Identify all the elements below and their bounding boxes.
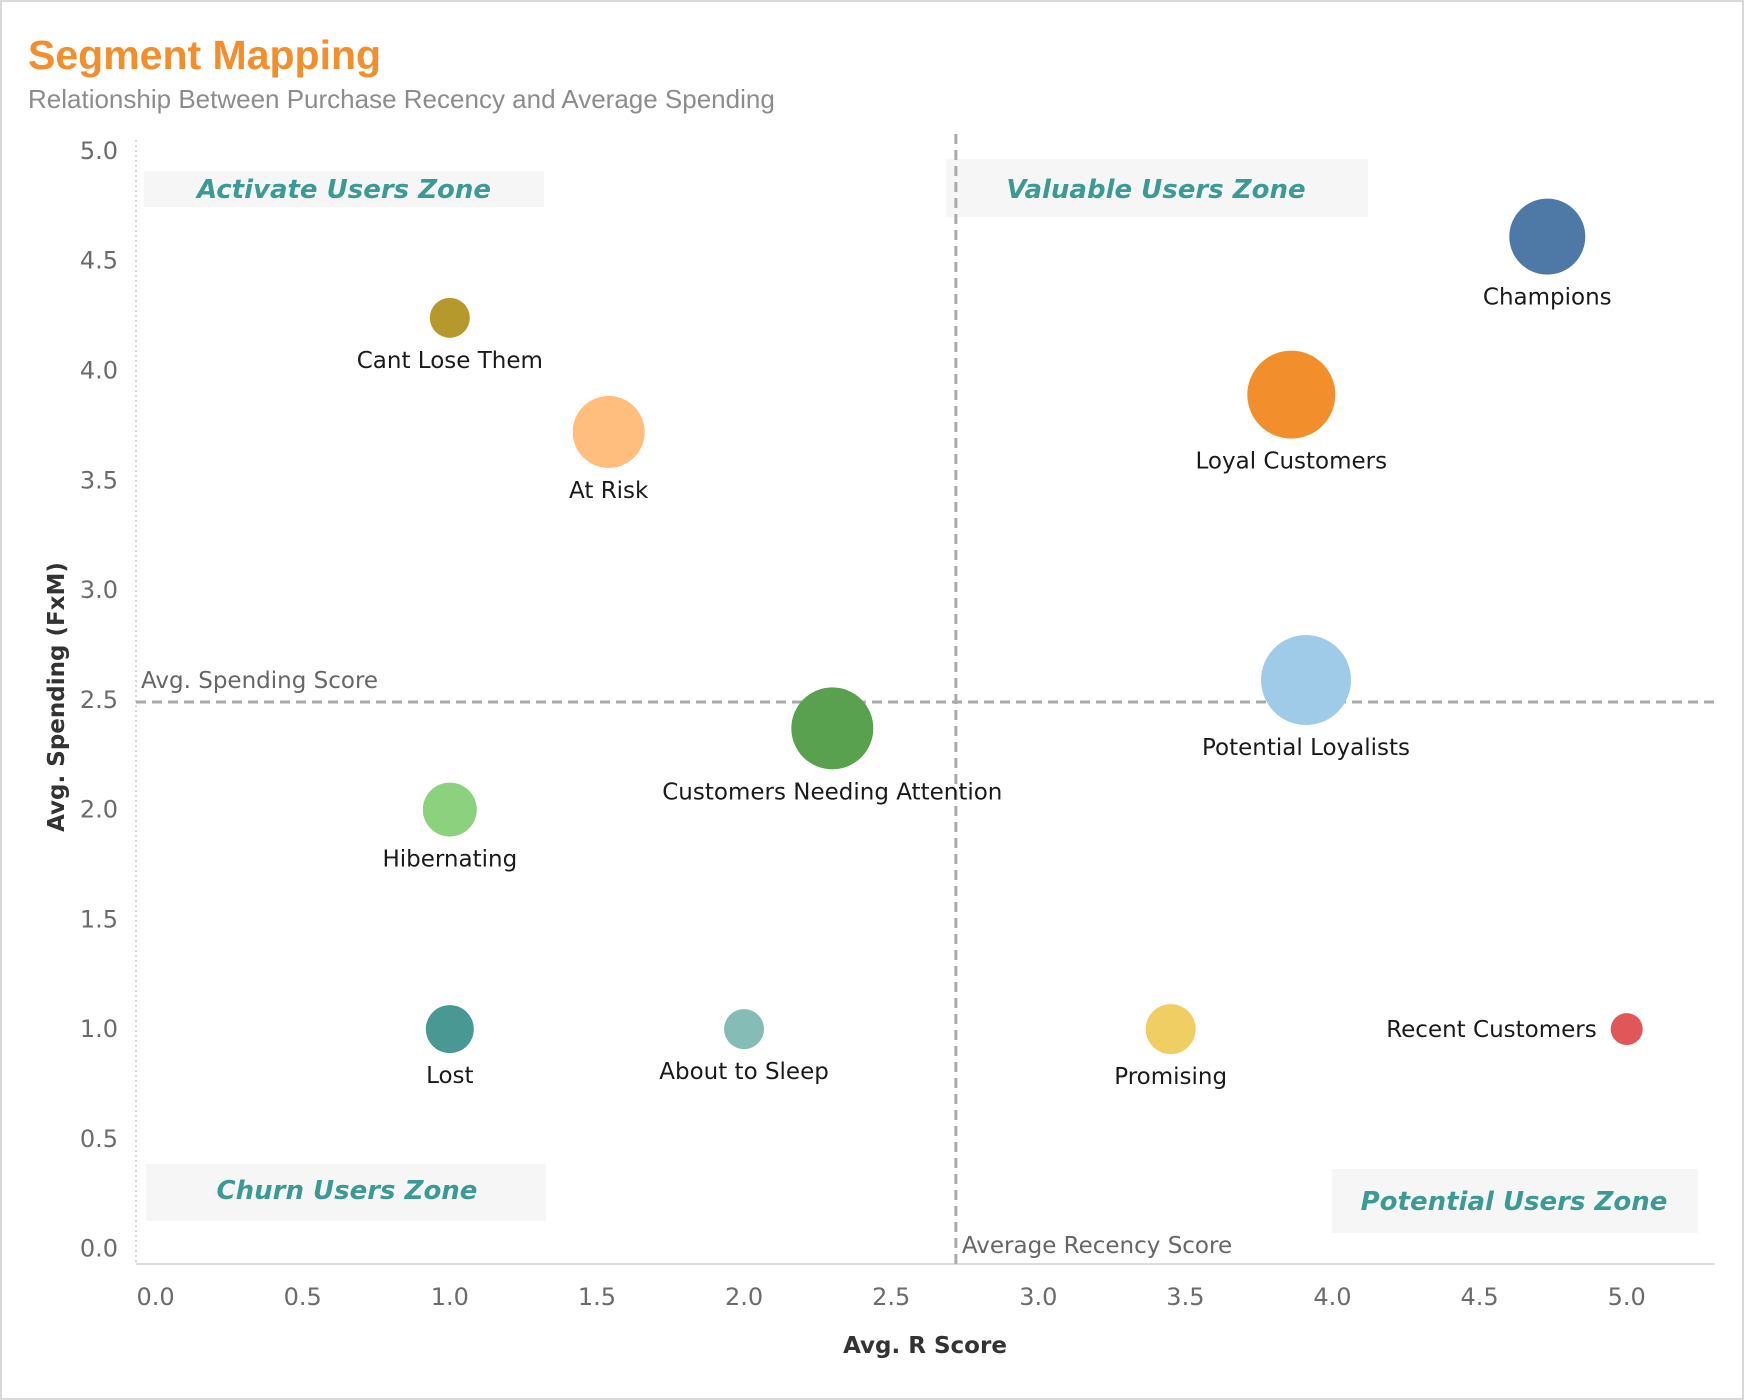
point-label: Hibernating [382, 847, 517, 873]
bubble-promising[interactable] [1145, 1004, 1196, 1055]
bubble-customers-needing-attention[interactable] [791, 687, 874, 770]
x-axis-title: Avg. R Score [843, 1333, 1007, 1359]
point-label: At Risk [569, 478, 649, 504]
x-tick-label: 1.5 [578, 1283, 616, 1311]
point-label: Cant Lose Them [357, 348, 543, 374]
y-tick-label: 2.0 [80, 796, 118, 824]
bubble-loyal-customers[interactable] [1247, 350, 1336, 439]
reference-lines-layer: Average Recency Score Avg. Spending Score [136, 134, 1715, 1264]
bubble-champions[interactable] [1509, 198, 1586, 275]
x-tick-label: 4.0 [1313, 1283, 1351, 1311]
bubble-recent-customers[interactable] [1610, 1013, 1643, 1046]
chart-title: Segment Mapping [28, 32, 382, 78]
x-tick-label: 1.0 [431, 1283, 469, 1311]
y-tick-label: 0.5 [80, 1125, 118, 1153]
y-tick-label: 4.5 [80, 247, 118, 275]
zone-label: Potential Users Zone [1361, 1187, 1668, 1217]
point-label: Lost [426, 1063, 473, 1089]
x-tick-label: 0.5 [284, 1283, 322, 1311]
y-tick-label: 3.5 [80, 466, 118, 494]
x-tick-label: 5.0 [1608, 1283, 1646, 1311]
y-tick-label: 0.0 [80, 1235, 118, 1263]
zone-box [146, 1164, 546, 1221]
point-label: Champions [1483, 285, 1612, 311]
point-label: Promising [1114, 1064, 1227, 1090]
x-tick-label: 0.0 [137, 1283, 175, 1311]
zone-layer: Activate Users Zone Valuable Users Zone Ch… [144, 159, 1698, 1233]
zone-label: Valuable Users Zone [1006, 175, 1305, 205]
x-tick-label: 2.5 [872, 1283, 910, 1311]
bubble-cant-lose-them[interactable] [429, 297, 470, 338]
recency-reference-label: Average Recency Score [962, 1233, 1232, 1259]
point-labels-layer: Champions Loyal Customers Potential Loyali… [357, 285, 1612, 1091]
point-label: Potential Loyalists [1202, 735, 1410, 761]
point-label: About to Sleep [659, 1059, 829, 1085]
y-axis-title: Avg. Spending (FxM) [44, 562, 70, 832]
x-tick-label: 3.0 [1019, 1283, 1057, 1311]
bubble-hibernating[interactable] [422, 782, 477, 837]
point-label: Recent Customers [1386, 1017, 1597, 1043]
x-tick-label: 4.5 [1461, 1283, 1499, 1311]
zone-label: Churn Users Zone [217, 1176, 478, 1206]
bubble-about-to-sleep[interactable] [724, 1009, 765, 1050]
x-tick-label: 3.5 [1166, 1283, 1204, 1311]
y-tick-label: 2.5 [80, 686, 118, 714]
spending-reference-label: Avg. Spending Score [141, 668, 378, 694]
zone-box [1332, 1169, 1698, 1233]
y-tick-label: 3.0 [80, 576, 118, 604]
axes-layer: 0.0 0.5 1.0 1.5 2.0 2.5 3.0 3.5 4.0 4.5 5.0 0.0 0.5 1… [80, 137, 1715, 1311]
bubble-lost[interactable] [425, 1005, 474, 1054]
zone-box [144, 171, 544, 207]
y-tick-label: 4.0 [80, 357, 118, 385]
point-label: Loyal Customers [1196, 449, 1388, 475]
x-tick-label: 2.0 [725, 1283, 763, 1311]
points-layer [422, 198, 1643, 1055]
bubble-potential-loyalists[interactable] [1261, 635, 1352, 726]
point-label: Customers Needing Attention [662, 779, 1002, 805]
y-tick-label: 1.5 [80, 905, 118, 933]
y-tick-label: 5.0 [80, 137, 118, 165]
zone-label: Activate Users Zone [195, 175, 491, 205]
bubble-at-risk[interactable] [572, 395, 645, 468]
chart-subtitle: Relationship Between Purchase Recency an… [28, 84, 775, 114]
y-tick-label: 1.0 [80, 1015, 118, 1043]
zone-box [946, 159, 1368, 217]
